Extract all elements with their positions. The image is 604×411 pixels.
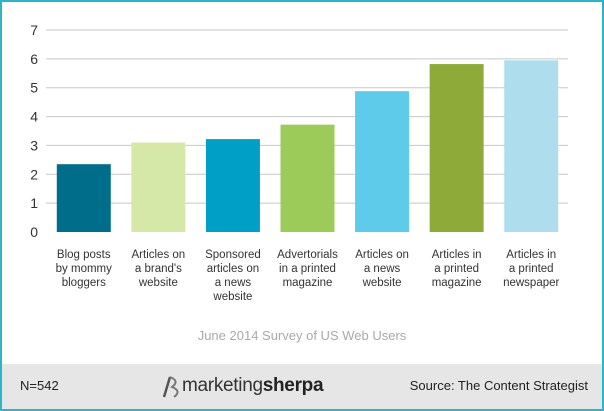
y-tick-label-1: 1: [30, 195, 38, 211]
sample-size: N=542: [20, 378, 59, 393]
logo-mark-icon: [162, 376, 179, 398]
y-tick-label-6: 6: [30, 51, 38, 67]
x-tick-label-2: Articles on a brand's website: [132, 249, 186, 289]
y-tick-label-5: 5: [30, 80, 38, 96]
source-credit: Source: The Content Strategist: [409, 378, 588, 393]
x-tick-label-7: Articles in a printed newspaper: [503, 249, 559, 289]
x-tick-label-3: Sponsored articles on a news website: [205, 249, 261, 303]
x-tick-label-5: Articles on a news website: [355, 249, 409, 289]
y-tick-label-3: 3: [30, 137, 38, 153]
y-tick-label-2: 2: [30, 166, 38, 182]
x-tick-label-6: Articles in a printed magazine: [432, 249, 482, 289]
x-tick-label-4: Advertorials in a printed magazine: [277, 249, 338, 289]
bar-2: [131, 142, 186, 232]
logo-wordmark: marketingsherpa: [182, 375, 324, 396]
bar-1: [56, 164, 111, 232]
y-tick-label-7: 7: [30, 22, 38, 38]
chart-caption: June 2014 Survey of US Web Users: [198, 328, 407, 343]
y-tick-label-0: 0: [30, 224, 38, 240]
bar-4: [280, 124, 335, 232]
y-tick-label-4: 4: [30, 109, 38, 125]
bar-chart: 0 1 2 3 4 5 6 7 Blog posts by mommy bloggers Articl…: [30, 22, 568, 343]
x-tick-label-1: Blog posts by mommy bloggers: [56, 249, 112, 289]
bar-6: [429, 64, 484, 233]
bar-7: [504, 60, 559, 232]
bar-5: [355, 91, 410, 232]
bar-3: [205, 139, 260, 232]
footer: N=542 marketingsherpa Source: The Conten…: [2, 364, 602, 409]
